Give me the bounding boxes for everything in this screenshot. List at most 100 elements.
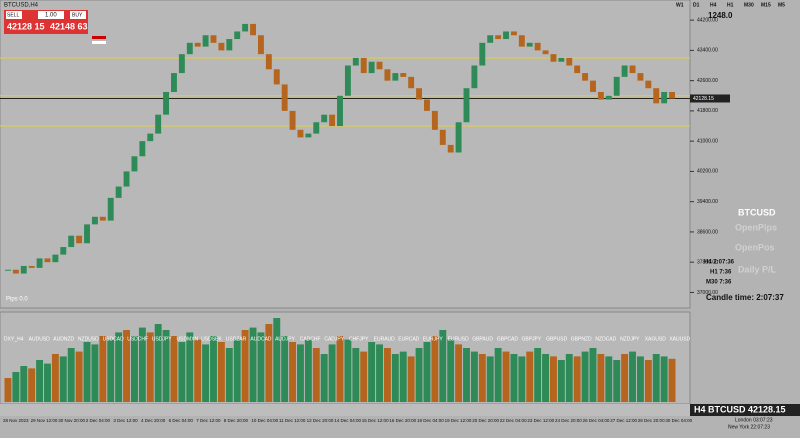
- candle: [629, 65, 636, 74]
- pair-label[interactable]: CADCHF: [300, 336, 321, 342]
- candle: [337, 95, 343, 127]
- indicator-bar: [265, 324, 273, 402]
- indicator-bar: [115, 332, 123, 402]
- candle: [163, 91, 170, 115]
- footer: H4 BTCUSD 42128.15: [694, 404, 786, 414]
- indicator-bar: [629, 351, 636, 402]
- candle: [20, 265, 27, 274]
- candle: [566, 57, 573, 66]
- pair-label[interactable]: USDCHF: [127, 336, 148, 342]
- spread-value: 1248.0: [708, 11, 733, 20]
- candle: [597, 91, 604, 100]
- candle: [313, 122, 320, 134]
- date-label: 26 Dec 04:00: [583, 418, 610, 423]
- candle: [155, 114, 162, 134]
- pair-label[interactable]: NZDCAD: [595, 336, 616, 342]
- pair-label[interactable]: USDJPY: [152, 336, 172, 342]
- candle: [558, 57, 565, 62]
- candle: [463, 88, 470, 123]
- pair-label[interactable]: AUDNZD: [53, 336, 74, 342]
- candle: [503, 31, 509, 40]
- pair-label[interactable]: AUDUSD: [29, 336, 51, 342]
- indicator-bar: [123, 330, 130, 402]
- timeframe-btn[interactable]: W1: [676, 2, 684, 8]
- indicator-bar: [28, 368, 36, 402]
- pair-label[interactable]: AUDJPY: [275, 336, 295, 342]
- timeframe-btn[interactable]: M5: [778, 2, 785, 8]
- date-label: 16 Dec 20:00: [389, 418, 416, 423]
- pair-label[interactable]: GBPNZD: [571, 336, 592, 342]
- pair-label[interactable]: GBPUSD: [546, 336, 568, 342]
- timeframe-btn[interactable]: D1: [693, 2, 700, 8]
- timeframe-btn[interactable]: H4: [710, 2, 717, 8]
- date-label: 4 Dec 20:00: [141, 418, 166, 423]
- timeframe-btn[interactable]: M15: [761, 2, 771, 8]
- pair-label[interactable]: EURAUD: [374, 336, 396, 342]
- sell-btn[interactable]: [6, 11, 22, 19]
- chart-area: [0, 0, 691, 309]
- candle: [36, 258, 43, 268]
- indicator-bar: [344, 339, 352, 402]
- candle: [194, 42, 201, 47]
- pair-label[interactable]: EURUSD: [448, 336, 470, 342]
- candle: [590, 80, 596, 92]
- candle: [637, 73, 644, 81]
- buy[interactable]: BUY: [72, 12, 83, 18]
- indicator-bar: [210, 336, 217, 402]
- indicator-bar: [502, 351, 510, 402]
- candle: [534, 42, 541, 51]
- pair-label[interactable]: DXY_H4: [4, 336, 24, 342]
- indicator-bar: [91, 344, 99, 402]
- price-label: 37000.00: [697, 290, 718, 296]
- pair-label[interactable]: GBPCAD: [497, 336, 519, 342]
- pair-label[interactable]: GBPJPY: [522, 336, 542, 342]
- candle: [542, 50, 549, 55]
- pair-label[interactable]: XAGUSD: [645, 336, 667, 342]
- candle: [431, 110, 438, 130]
- pair-label[interactable]: GBPAUD: [472, 336, 493, 342]
- lot-box[interactable]: [38, 11, 64, 19]
- pair-label[interactable]: CHFJPY: [349, 336, 369, 342]
- candle: [234, 31, 241, 40]
- buy-btn[interactable]: [70, 11, 86, 19]
- indicator-bar: [423, 342, 431, 402]
- indicator-bar: [297, 344, 304, 402]
- pair-label[interactable]: USDMXN: [177, 336, 199, 342]
- candle: [218, 42, 225, 51]
- indicator-bar: [154, 324, 162, 402]
- indicator-bar: [320, 354, 328, 402]
- timeframe-btn[interactable]: H1: [727, 2, 734, 8]
- price-label: 44200.00: [697, 17, 718, 23]
- pair-label[interactable]: EURJPY: [423, 336, 443, 342]
- candle: [653, 88, 660, 104]
- pair-label[interactable]: USDSEK: [201, 336, 222, 342]
- date-label: 15 Dec 12:00: [362, 418, 389, 423]
- pair-label[interactable]: USDZAR: [226, 336, 247, 342]
- candle: [400, 73, 407, 77]
- pair-label[interactable]: CADJPY: [324, 336, 344, 342]
- price-label: 37800.00: [697, 260, 718, 266]
- candle: [550, 54, 557, 62]
- pair-label[interactable]: XAUUSD: [669, 336, 690, 342]
- indicator-bar: [281, 336, 289, 402]
- pair-label[interactable]: NZDJPY: [620, 336, 640, 342]
- pair-label[interactable]: NZDUSD: [78, 336, 99, 342]
- date-label: 7 Dec 12:00: [196, 418, 221, 423]
- pair-label[interactable]: USDCAD: [103, 336, 125, 342]
- indicator-bar: [463, 348, 470, 402]
- indicator-bar: [415, 348, 423, 402]
- date-label: 10 Dec 04:00: [251, 418, 278, 423]
- sell[interactable]: SELL: [7, 12, 19, 18]
- candle: [518, 35, 525, 47]
- indicator-bar: [439, 330, 447, 402]
- candle: [250, 23, 256, 36]
- indicator-bar: [130, 336, 138, 402]
- pair-label[interactable]: AUDCAD: [250, 336, 272, 342]
- candle: [621, 65, 628, 77]
- current-price: 42128.15: [693, 96, 714, 102]
- pair-label[interactable]: EURCAD: [398, 336, 420, 342]
- indicator-bar: [526, 351, 534, 402]
- timeframe-btn[interactable]: M30: [744, 2, 754, 8]
- lot[interactable]: 1.00: [45, 13, 57, 19]
- indicator-bar: [605, 356, 613, 402]
